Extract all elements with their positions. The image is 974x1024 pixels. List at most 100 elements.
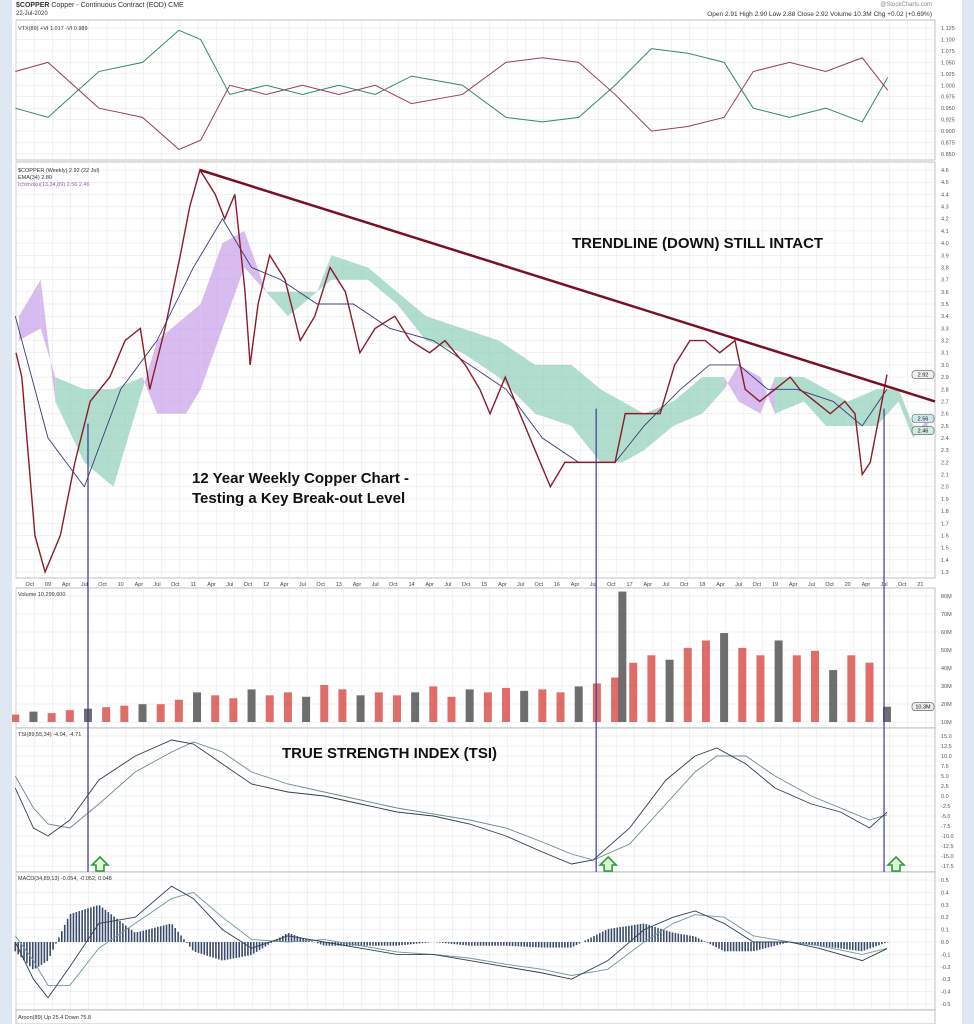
ichimoku-cloud-segment [462, 328, 499, 378]
y-tick-label: -7.5 [941, 824, 950, 830]
volume-bar [193, 692, 202, 722]
y-tick-label: -0.3 [941, 977, 950, 983]
cloud-badge-a-box [911, 414, 935, 423]
header-date: 22-Jul-2020 [16, 11, 48, 17]
volume-bar [538, 689, 547, 722]
tsi-annotation: TRUE STRENGTH INDEX (TSI) [282, 745, 498, 762]
x-tick-label: 10 [118, 582, 124, 588]
ichimoku-cloud-segment [200, 243, 223, 390]
x-tick-label: 18 [699, 582, 705, 588]
volume-bar [229, 698, 238, 722]
x-tick-label: Oct [898, 582, 907, 588]
y-tick-label: -12.5 [941, 844, 954, 850]
x-tick-label: Jul [299, 582, 306, 588]
ichimoku-cloud-segment [186, 304, 201, 414]
y-tick-label: 50M [941, 648, 952, 654]
x-tick-label: 17 [627, 582, 633, 588]
volume-bar [738, 647, 747, 722]
vi-minus-line [15, 57, 889, 151]
y-tick-label: 10M [941, 720, 952, 726]
x-tick-label: Oct [462, 582, 471, 588]
volume-badge: 10.3M [915, 705, 931, 711]
y-tick-label: 1.4 [941, 558, 949, 564]
ichimoku-cloud-segment [367, 267, 397, 304]
y-tick-label: 1.5 [941, 546, 949, 552]
ichimoku-cloud-segment [498, 340, 536, 414]
y-tick-label: 3.5 [941, 302, 949, 308]
y-tick-label: 1.025 [941, 72, 955, 78]
volume-bar [447, 696, 456, 722]
chart-title-line-2: Testing a Key Break-out Level [192, 490, 406, 507]
y-tick-label: 1.8 [941, 509, 949, 515]
x-tick-label: Jul [735, 582, 742, 588]
y-tick-label: 2.5 [941, 784, 949, 790]
ichimoku-cloud-segment [724, 364, 739, 402]
y-tick-label: 1.075 [941, 49, 955, 55]
volume-bar [392, 695, 401, 722]
y-tick-label: 3.4 [941, 314, 949, 320]
x-tick-label: Oct [171, 582, 180, 588]
y-tick-label: 2.0 [941, 485, 949, 491]
up-arrow-icon [598, 855, 619, 872]
ichimoku-cloud-segment [142, 340, 158, 414]
y-tick-label: 1.6 [941, 533, 949, 539]
y-tick-label: 60M [941, 630, 952, 636]
volume-bar [174, 699, 183, 722]
volume-bar [629, 662, 638, 722]
ichimoku-cloud-segment [266, 291, 288, 317]
ichimoku-cloud-segment [535, 364, 572, 426]
volume-bar [810, 650, 819, 722]
volume-bar [211, 695, 220, 722]
x-tick-label: Apr [62, 582, 71, 588]
y-tick-label: 4.6 [941, 168, 949, 174]
volume-bar [556, 692, 565, 722]
y-tick-label: 2.3 [941, 448, 949, 454]
chart-svg: 1.125 1.100 1.075 1.050 1.025 1.000 0.975 0.950… [12, 19, 955, 1024]
y-tick-label: 2.9 [941, 375, 949, 381]
volume-bar [701, 640, 710, 722]
x-tick-label: Oct [825, 582, 834, 588]
x-tick-label: 14 [408, 582, 414, 588]
y-tick-label: 3.6 [941, 290, 949, 296]
price-line [15, 168, 888, 575]
volume-bar [502, 687, 511, 722]
ichimoku-cloud-segment [600, 389, 623, 463]
y-tick-label: 20M [941, 702, 952, 708]
y-tick-label: 1.125 [941, 26, 955, 32]
y-tick-label: 1.3 [941, 570, 949, 576]
y-tick-label: 3.7 [941, 278, 949, 284]
panel-vortex [15, 19, 936, 161]
y-tick-label: -0.1 [941, 952, 950, 958]
y-tick-label: 1.9 [941, 497, 949, 503]
volume-bar [302, 696, 311, 722]
y-tick-label: -0.2 [941, 965, 950, 971]
y-tick-label: 0.3 [941, 903, 949, 909]
cloud-badge-b: 2.46 [918, 429, 929, 435]
ichimoku-cloud-segment [622, 401, 645, 463]
y-tick-label: 0.5 [941, 878, 949, 884]
ichimoku-cloud-segment [244, 230, 267, 292]
x-tick-label: Oct [753, 582, 762, 588]
y-tick-label: 2.8 [941, 387, 949, 393]
ichimoku-cloud-segment [571, 364, 601, 463]
x-tick-label: Oct [98, 582, 107, 588]
y-tick-label: 10.0 [941, 754, 952, 760]
y-tick-label: 3.8 [941, 265, 949, 271]
last-price-badge: 2.92 [918, 373, 929, 379]
volume-bar [647, 655, 656, 722]
tsi-line [14, 739, 888, 865]
x-tick-label: Apr [498, 582, 507, 588]
volume-legend: Volume 10,299,600 [18, 592, 65, 598]
x-tick-label: 13 [336, 582, 342, 588]
panel-macd [15, 871, 936, 1011]
macd-line [14, 885, 888, 999]
y-tick-label: -0.4 [941, 990, 950, 996]
x-tick-label: Jul [154, 582, 161, 588]
cloud-badge-b-box [911, 426, 935, 435]
y-tick-label: 3.1 [941, 351, 949, 357]
y-tick-label: -0.5 [941, 1002, 950, 1008]
volume-bar [102, 707, 111, 722]
x-tick-label: Oct [534, 582, 543, 588]
ichimoku-cloud-segment [396, 291, 427, 341]
chart-title-line-1: 12 Year Weekly Copper Chart - [192, 470, 410, 487]
